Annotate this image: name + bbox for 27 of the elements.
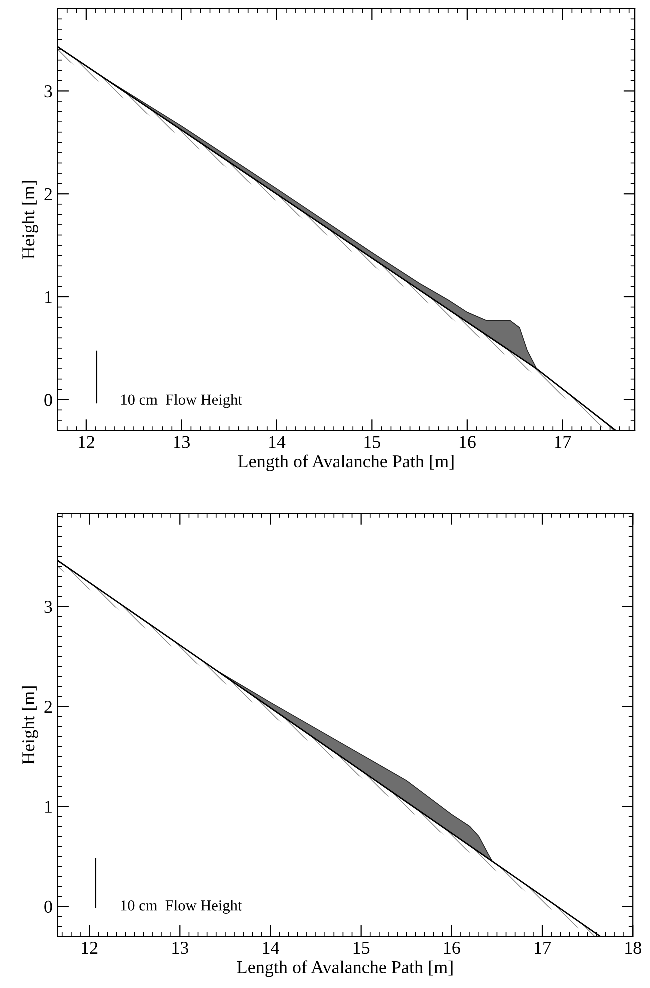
x-tick-label: 14	[263, 942, 280, 954]
x-tick-label: 16	[460, 436, 476, 448]
y-tick-label: 1	[46, 291, 52, 304]
x-tick-label: 14	[269, 436, 286, 448]
x-tick-label: 18	[626, 942, 642, 954]
x-tick-label: 13	[172, 942, 188, 954]
y-axis-title: Height [m]	[22, 181, 38, 260]
y-tick-label: 0	[44, 900, 52, 914]
y-tick-label: 3	[44, 86, 52, 98]
x-tick-label: 16	[444, 942, 460, 954]
y-axis-title: Height [m]	[22, 686, 38, 765]
x-tick-label: 15	[354, 942, 370, 954]
y-tick-label: 2	[44, 188, 52, 200]
annotation: 10 cm Flow Height	[122, 394, 242, 408]
x-tick-label: 15	[364, 436, 380, 448]
annotation: 10 cm Flow Height	[121, 900, 242, 914]
x-tick-label: 17	[535, 942, 552, 954]
x-tick-label: 12	[82, 942, 98, 954]
y-tick-label: 0	[44, 394, 52, 406]
y-tick-label: 3	[44, 601, 52, 614]
y-tick-label: 1	[46, 801, 52, 813]
x-tick-label: 17	[555, 436, 572, 448]
y-tick-label: 2	[44, 701, 52, 713]
x-axis-title: Length of Avalanche Path [m]	[237, 960, 453, 978]
x-tick-label: 13	[174, 436, 190, 448]
x-axis-title: Length of Avalanche Path [m]	[238, 454, 454, 472]
x-tick-label: 12	[78, 436, 94, 448]
